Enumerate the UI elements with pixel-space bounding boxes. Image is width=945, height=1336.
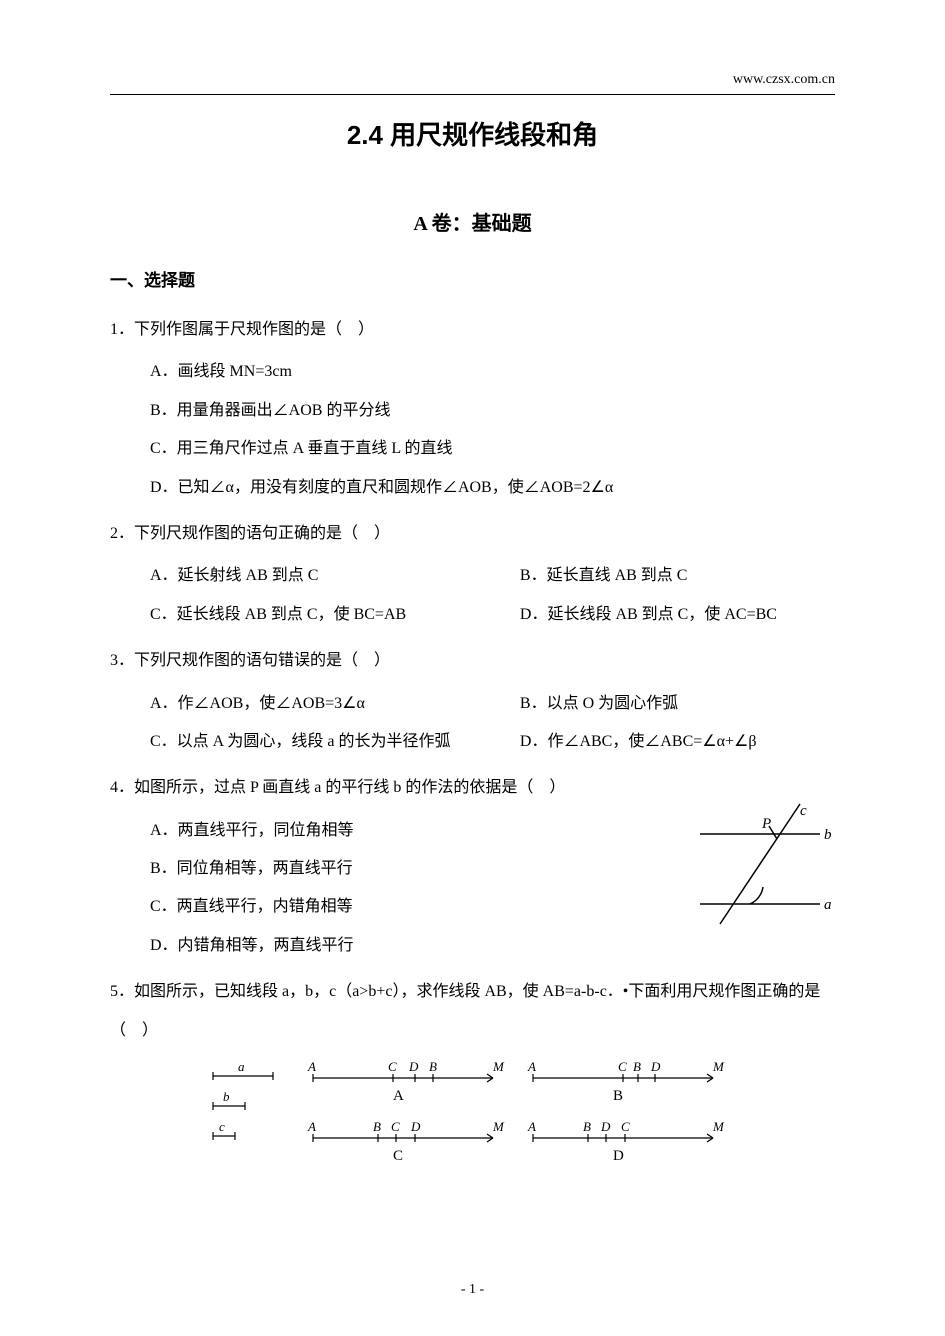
svg-text:A: A xyxy=(527,1119,536,1134)
opt-c-label: C xyxy=(393,1148,403,1164)
q3-option-d: D．作∠ABC，使∠ABC=∠α+∠β xyxy=(520,723,757,761)
page-title: 2.4 用尺规作线段和角 xyxy=(110,115,835,152)
svg-text:M: M xyxy=(492,1059,505,1074)
svg-text:C: C xyxy=(391,1119,400,1134)
svg-text:D: D xyxy=(410,1119,421,1134)
svg-text:B: B xyxy=(373,1119,381,1134)
svg-text:M: M xyxy=(712,1119,725,1134)
q1-option-c: C．用三角尺作过点 A 垂直于直线 L 的直线 xyxy=(150,430,835,468)
svg-text:C: C xyxy=(388,1059,397,1074)
label-a: a xyxy=(824,897,832,913)
seg-label-c: c xyxy=(219,1119,225,1134)
svg-text:A: A xyxy=(307,1059,316,1074)
question-1: 1．下列作图属于尺规作图的是（ ） A．画线段 MN=3cm B．用量角器画出∠… xyxy=(110,311,835,507)
q2-option-c: C．延长线段 AB 到点 C，使 BC=AB xyxy=(150,596,520,634)
svg-text:A: A xyxy=(307,1119,316,1134)
q1-option-d: D．已知∠α，用没有刻度的直尺和圆规作∠AOB，使∠AOB=2∠α xyxy=(150,469,835,507)
q1-stem: 1．下列作图属于尺规作图的是（ ） xyxy=(110,311,835,349)
svg-text:A: A xyxy=(527,1059,536,1074)
q2-option-d: D．延长线段 AB 到点 C，使 AC=BC xyxy=(520,596,777,634)
label-b: b xyxy=(824,827,832,843)
section-heading: 一、选择题 xyxy=(110,266,835,291)
svg-text:M: M xyxy=(492,1119,505,1134)
q1-option-a: A．画线段 MN=3cm xyxy=(150,353,835,391)
svg-text:C: C xyxy=(621,1119,630,1134)
q2-option-b: B．延长直线 AB 到点 C xyxy=(520,557,688,595)
q5-stem: 5．如图所示，已知线段 a，b，c（a>b+c），求作线段 AB，使 AB=a-… xyxy=(110,973,835,1050)
q5-figure: a b c A C D B M A xyxy=(110,1056,835,1196)
seg-label-b: b xyxy=(223,1089,230,1104)
question-2: 2．下列尺规作图的语句正确的是（ ） A．延长射线 AB 到点 C B．延长直线… xyxy=(110,515,835,634)
opt-b-label: B xyxy=(613,1088,623,1104)
q2-option-a: A．延长射线 AB 到点 C xyxy=(150,557,520,595)
q3-option-a: A．作∠AOB，使∠AOB=3∠α xyxy=(150,685,520,723)
q4-figure: P a b c xyxy=(690,799,835,944)
question-4: 4．如图所示，过点 P 画直线 a 的平行线 b 的作法的依据是（ ） A．两直… xyxy=(110,769,835,965)
label-c: c xyxy=(800,803,807,819)
opt-a-label: A xyxy=(393,1088,404,1104)
svg-text:D: D xyxy=(600,1119,611,1134)
opt-d-label: D xyxy=(613,1148,624,1164)
svg-text:B: B xyxy=(429,1059,437,1074)
label-P: P xyxy=(761,816,771,832)
q3-option-c: C．以点 A 为圆心，线段 a 的长为半径作弧 xyxy=(150,723,520,761)
question-3: 3．下列尺规作图的语句错误的是（ ） A．作∠AOB，使∠AOB=3∠α B．以… xyxy=(110,642,835,761)
line-segments-icon: a b c A C D B M A xyxy=(193,1056,753,1181)
parallel-lines-icon: P a b c xyxy=(690,799,835,929)
question-5: 5．如图所示，已知线段 a，b，c（a>b+c），求作线段 AB，使 AB=a-… xyxy=(110,973,835,1196)
svg-text:D: D xyxy=(408,1059,419,1074)
header-rule xyxy=(110,94,835,95)
q1-option-b: B．用量角器画出∠AOB 的平分线 xyxy=(150,392,835,430)
svg-text:C: C xyxy=(618,1059,627,1074)
subtitle: A 卷：基础题 xyxy=(110,207,835,236)
svg-text:B: B xyxy=(583,1119,591,1134)
q3-option-b: B．以点 O 为圆心作弧 xyxy=(520,685,678,723)
svg-text:D: D xyxy=(650,1059,661,1074)
q2-stem: 2．下列尺规作图的语句正确的是（ ） xyxy=(110,515,835,553)
svg-text:M: M xyxy=(712,1059,725,1074)
q3-stem: 3．下列尺规作图的语句错误的是（ ） xyxy=(110,642,835,680)
header-url: www.czsx.com.cn xyxy=(733,72,835,88)
page-number: - 1 - xyxy=(0,1282,945,1298)
svg-text:B: B xyxy=(633,1059,641,1074)
seg-label-a: a xyxy=(238,1059,245,1074)
